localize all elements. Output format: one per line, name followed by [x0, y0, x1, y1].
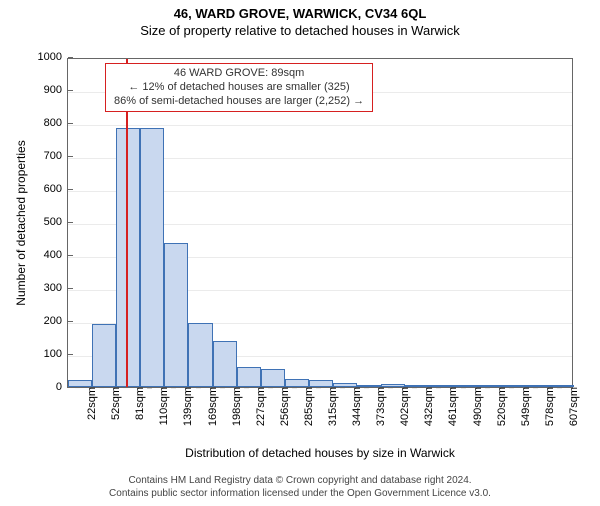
y-tick: 700 — [44, 150, 68, 162]
histogram-bar — [188, 323, 212, 387]
y-tick: 1000 — [38, 51, 68, 63]
x-tick: 490sqm — [466, 387, 484, 426]
x-tick: 315sqm — [321, 387, 339, 426]
page-subtitle: Size of property relative to detached ho… — [0, 23, 600, 38]
annotation-line-3: 86% of semi-detached houses are larger (… — [114, 95, 364, 109]
y-tick: 0 — [56, 381, 68, 393]
x-tick: 373sqm — [369, 387, 387, 426]
y-tick: 200 — [44, 315, 68, 327]
page-title: 46, WARD GROVE, WARWICK, CV34 6QL — [0, 6, 600, 21]
x-tick: 285sqm — [297, 387, 315, 426]
footer: Contains HM Land Registry data © Crown c… — [0, 475, 600, 500]
y-axis-label: Number of detached properties — [14, 58, 28, 388]
histogram-bar — [164, 243, 188, 387]
x-tick: 520sqm — [490, 387, 508, 426]
histogram-bar — [285, 379, 309, 387]
x-tick: 461sqm — [441, 387, 459, 426]
x-tick: 578sqm — [538, 387, 556, 426]
x-tick: 169sqm — [201, 387, 219, 426]
histogram-bar — [92, 324, 116, 387]
y-tick: 800 — [44, 117, 68, 129]
x-axis-label: Distribution of detached houses by size … — [67, 446, 573, 460]
annotation-line-2: ← 12% of detached houses are smaller (32… — [114, 81, 364, 95]
x-tick: 432sqm — [417, 387, 435, 426]
y-tick: 300 — [44, 282, 68, 294]
annotation-box: 46 WARD GROVE: 89sqm ← 12% of detached h… — [105, 63, 373, 112]
x-tick: 256sqm — [273, 387, 291, 426]
histogram-bar — [213, 341, 237, 387]
y-tick: 100 — [44, 348, 68, 360]
x-tick: 81sqm — [128, 387, 146, 420]
histogram-bar — [140, 128, 164, 387]
x-tick: 52sqm — [104, 387, 122, 420]
y-tick: 500 — [44, 216, 68, 228]
histogram-bar — [261, 369, 285, 387]
histogram-bar — [68, 380, 92, 387]
x-tick: 110sqm — [152, 387, 170, 425]
x-tick: 139sqm — [176, 387, 194, 426]
y-tick: 400 — [44, 249, 68, 261]
x-tick: 607sqm — [562, 387, 580, 426]
gridline — [68, 125, 572, 126]
x-tick: 198sqm — [225, 387, 243, 426]
annotation-line-1: 46 WARD GROVE: 89sqm — [114, 67, 364, 81]
histogram-bar — [237, 367, 261, 387]
histogram-bar — [116, 128, 140, 387]
histogram-bar — [309, 380, 333, 387]
x-tick: 227sqm — [249, 387, 267, 426]
y-tick: 600 — [44, 183, 68, 195]
x-tick: 22sqm — [80, 387, 98, 420]
x-tick: 402sqm — [393, 387, 411, 426]
x-tick: 549sqm — [514, 387, 532, 426]
y-tick: 900 — [44, 84, 68, 96]
footer-line-1: Contains HM Land Registry data © Crown c… — [0, 475, 600, 488]
footer-line-2: Contains public sector information licen… — [0, 488, 600, 501]
x-tick: 344sqm — [345, 387, 363, 426]
